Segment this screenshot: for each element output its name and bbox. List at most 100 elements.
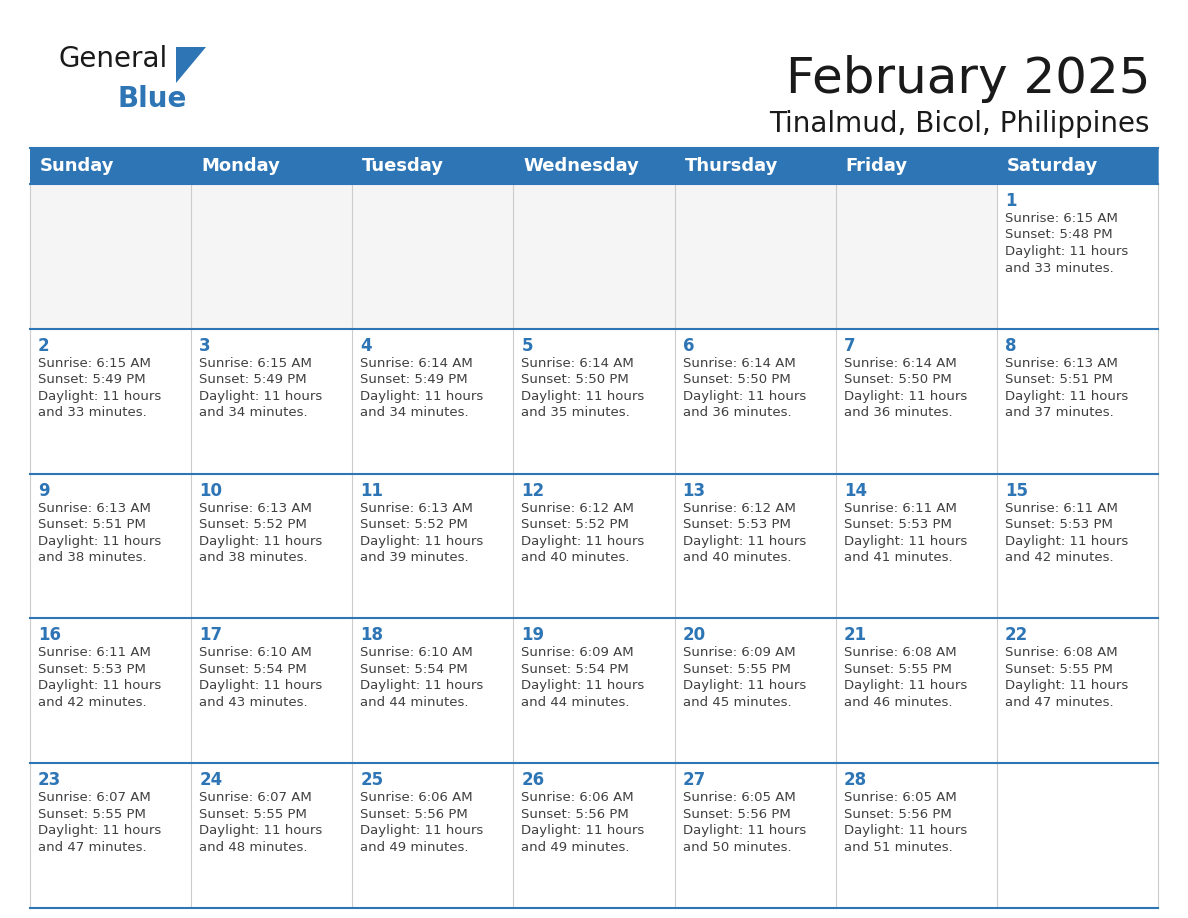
Bar bbox=[191, 184, 353, 329]
Bar bbox=[353, 763, 513, 908]
Bar bbox=[513, 619, 675, 763]
Text: Sunrise: 6:14 AM
Sunset: 5:50 PM
Daylight: 11 hours
and 36 minutes.: Sunrise: 6:14 AM Sunset: 5:50 PM Dayligh… bbox=[843, 357, 967, 420]
Bar bbox=[513, 329, 675, 474]
Text: 16: 16 bbox=[38, 626, 61, 644]
Text: 20: 20 bbox=[683, 626, 706, 644]
Text: 1: 1 bbox=[1005, 192, 1017, 210]
Bar bbox=[835, 148, 997, 184]
Text: 10: 10 bbox=[200, 482, 222, 499]
Text: 27: 27 bbox=[683, 771, 706, 789]
Text: 8: 8 bbox=[1005, 337, 1017, 354]
Text: 28: 28 bbox=[843, 771, 867, 789]
Bar bbox=[997, 763, 1158, 908]
Text: Sunrise: 6:11 AM
Sunset: 5:53 PM
Daylight: 11 hours
and 42 minutes.: Sunrise: 6:11 AM Sunset: 5:53 PM Dayligh… bbox=[38, 646, 162, 709]
Bar bbox=[997, 474, 1158, 619]
Bar bbox=[191, 148, 353, 184]
Text: 26: 26 bbox=[522, 771, 544, 789]
Text: 2: 2 bbox=[38, 337, 50, 354]
Bar bbox=[513, 763, 675, 908]
Text: Sunrise: 6:08 AM
Sunset: 5:55 PM
Daylight: 11 hours
and 47 minutes.: Sunrise: 6:08 AM Sunset: 5:55 PM Dayligh… bbox=[1005, 646, 1129, 709]
Text: General: General bbox=[58, 45, 168, 73]
Text: 5: 5 bbox=[522, 337, 533, 354]
Text: 22: 22 bbox=[1005, 626, 1028, 644]
Bar bbox=[191, 763, 353, 908]
Bar bbox=[353, 619, 513, 763]
Text: Monday: Monday bbox=[201, 157, 280, 175]
Bar bbox=[997, 329, 1158, 474]
Text: Sunrise: 6:13 AM
Sunset: 5:51 PM
Daylight: 11 hours
and 38 minutes.: Sunrise: 6:13 AM Sunset: 5:51 PM Dayligh… bbox=[38, 501, 162, 564]
Bar bbox=[997, 184, 1158, 329]
Text: Sunrise: 6:15 AM
Sunset: 5:49 PM
Daylight: 11 hours
and 33 minutes.: Sunrise: 6:15 AM Sunset: 5:49 PM Dayligh… bbox=[38, 357, 162, 420]
Text: 11: 11 bbox=[360, 482, 384, 499]
Bar bbox=[513, 474, 675, 619]
Text: Sunrise: 6:13 AM
Sunset: 5:51 PM
Daylight: 11 hours
and 37 minutes.: Sunrise: 6:13 AM Sunset: 5:51 PM Dayligh… bbox=[1005, 357, 1129, 420]
Bar bbox=[675, 184, 835, 329]
Text: Saturday: Saturday bbox=[1007, 157, 1098, 175]
Text: 6: 6 bbox=[683, 337, 694, 354]
Bar bbox=[997, 619, 1158, 763]
Text: Sunrise: 6:10 AM
Sunset: 5:54 PM
Daylight: 11 hours
and 43 minutes.: Sunrise: 6:10 AM Sunset: 5:54 PM Dayligh… bbox=[200, 646, 322, 709]
Text: 12: 12 bbox=[522, 482, 544, 499]
Bar bbox=[30, 329, 191, 474]
Text: 3: 3 bbox=[200, 337, 210, 354]
Text: Sunrise: 6:06 AM
Sunset: 5:56 PM
Daylight: 11 hours
and 49 minutes.: Sunrise: 6:06 AM Sunset: 5:56 PM Dayligh… bbox=[360, 791, 484, 854]
Text: 25: 25 bbox=[360, 771, 384, 789]
Bar bbox=[675, 619, 835, 763]
Text: Sunrise: 6:14 AM
Sunset: 5:50 PM
Daylight: 11 hours
and 35 minutes.: Sunrise: 6:14 AM Sunset: 5:50 PM Dayligh… bbox=[522, 357, 645, 420]
Bar bbox=[835, 184, 997, 329]
Text: Sunrise: 6:11 AM
Sunset: 5:53 PM
Daylight: 11 hours
and 42 minutes.: Sunrise: 6:11 AM Sunset: 5:53 PM Dayligh… bbox=[1005, 501, 1129, 564]
Bar bbox=[353, 148, 513, 184]
Text: Tuesday: Tuesday bbox=[362, 157, 444, 175]
Bar bbox=[675, 474, 835, 619]
Bar bbox=[30, 474, 191, 619]
Bar bbox=[513, 184, 675, 329]
Text: Sunrise: 6:14 AM
Sunset: 5:49 PM
Daylight: 11 hours
and 34 minutes.: Sunrise: 6:14 AM Sunset: 5:49 PM Dayligh… bbox=[360, 357, 484, 420]
Text: 17: 17 bbox=[200, 626, 222, 644]
Bar bbox=[30, 148, 191, 184]
Text: 24: 24 bbox=[200, 771, 222, 789]
Text: Sunrise: 6:13 AM
Sunset: 5:52 PM
Daylight: 11 hours
and 39 minutes.: Sunrise: 6:13 AM Sunset: 5:52 PM Dayligh… bbox=[360, 501, 484, 564]
Text: Sunrise: 6:06 AM
Sunset: 5:56 PM
Daylight: 11 hours
and 49 minutes.: Sunrise: 6:06 AM Sunset: 5:56 PM Dayligh… bbox=[522, 791, 645, 854]
Polygon shape bbox=[176, 47, 206, 83]
Text: Sunrise: 6:07 AM
Sunset: 5:55 PM
Daylight: 11 hours
and 48 minutes.: Sunrise: 6:07 AM Sunset: 5:55 PM Dayligh… bbox=[200, 791, 322, 854]
Bar bbox=[30, 763, 191, 908]
Text: Wednesday: Wednesday bbox=[524, 157, 639, 175]
Bar bbox=[353, 184, 513, 329]
Bar bbox=[675, 148, 835, 184]
Text: Sunrise: 6:10 AM
Sunset: 5:54 PM
Daylight: 11 hours
and 44 minutes.: Sunrise: 6:10 AM Sunset: 5:54 PM Dayligh… bbox=[360, 646, 484, 709]
Text: 21: 21 bbox=[843, 626, 867, 644]
Bar bbox=[835, 474, 997, 619]
Text: Sunrise: 6:08 AM
Sunset: 5:55 PM
Daylight: 11 hours
and 46 minutes.: Sunrise: 6:08 AM Sunset: 5:55 PM Dayligh… bbox=[843, 646, 967, 709]
Bar bbox=[191, 329, 353, 474]
Text: Sunrise: 6:12 AM
Sunset: 5:53 PM
Daylight: 11 hours
and 40 minutes.: Sunrise: 6:12 AM Sunset: 5:53 PM Dayligh… bbox=[683, 501, 805, 564]
Bar bbox=[675, 329, 835, 474]
Bar bbox=[30, 184, 191, 329]
Text: 14: 14 bbox=[843, 482, 867, 499]
Text: Sunday: Sunday bbox=[40, 157, 114, 175]
Bar bbox=[513, 148, 675, 184]
Text: Sunrise: 6:15 AM
Sunset: 5:49 PM
Daylight: 11 hours
and 34 minutes.: Sunrise: 6:15 AM Sunset: 5:49 PM Dayligh… bbox=[200, 357, 322, 420]
Text: Sunrise: 6:13 AM
Sunset: 5:52 PM
Daylight: 11 hours
and 38 minutes.: Sunrise: 6:13 AM Sunset: 5:52 PM Dayligh… bbox=[200, 501, 322, 564]
Text: Sunrise: 6:11 AM
Sunset: 5:53 PM
Daylight: 11 hours
and 41 minutes.: Sunrise: 6:11 AM Sunset: 5:53 PM Dayligh… bbox=[843, 501, 967, 564]
Text: Sunrise: 6:12 AM
Sunset: 5:52 PM
Daylight: 11 hours
and 40 minutes.: Sunrise: 6:12 AM Sunset: 5:52 PM Dayligh… bbox=[522, 501, 645, 564]
Text: Sunrise: 6:05 AM
Sunset: 5:56 PM
Daylight: 11 hours
and 51 minutes.: Sunrise: 6:05 AM Sunset: 5:56 PM Dayligh… bbox=[843, 791, 967, 854]
Text: 18: 18 bbox=[360, 626, 384, 644]
Bar bbox=[835, 329, 997, 474]
Bar bbox=[835, 619, 997, 763]
Bar bbox=[997, 148, 1158, 184]
Text: Tinalmud, Bicol, Philippines: Tinalmud, Bicol, Philippines bbox=[770, 110, 1150, 138]
Text: Sunrise: 6:15 AM
Sunset: 5:48 PM
Daylight: 11 hours
and 33 minutes.: Sunrise: 6:15 AM Sunset: 5:48 PM Dayligh… bbox=[1005, 212, 1129, 274]
Text: Sunrise: 6:05 AM
Sunset: 5:56 PM
Daylight: 11 hours
and 50 minutes.: Sunrise: 6:05 AM Sunset: 5:56 PM Dayligh… bbox=[683, 791, 805, 854]
Bar bbox=[191, 619, 353, 763]
Text: Friday: Friday bbox=[846, 157, 908, 175]
Bar bbox=[353, 329, 513, 474]
Text: 9: 9 bbox=[38, 482, 50, 499]
Text: 23: 23 bbox=[38, 771, 62, 789]
Text: February 2025: February 2025 bbox=[785, 55, 1150, 103]
Text: Thursday: Thursday bbox=[684, 157, 778, 175]
Text: Sunrise: 6:09 AM
Sunset: 5:55 PM
Daylight: 11 hours
and 45 minutes.: Sunrise: 6:09 AM Sunset: 5:55 PM Dayligh… bbox=[683, 646, 805, 709]
Text: 7: 7 bbox=[843, 337, 855, 354]
Bar bbox=[835, 763, 997, 908]
Text: Sunrise: 6:07 AM
Sunset: 5:55 PM
Daylight: 11 hours
and 47 minutes.: Sunrise: 6:07 AM Sunset: 5:55 PM Dayligh… bbox=[38, 791, 162, 854]
Text: Sunrise: 6:14 AM
Sunset: 5:50 PM
Daylight: 11 hours
and 36 minutes.: Sunrise: 6:14 AM Sunset: 5:50 PM Dayligh… bbox=[683, 357, 805, 420]
